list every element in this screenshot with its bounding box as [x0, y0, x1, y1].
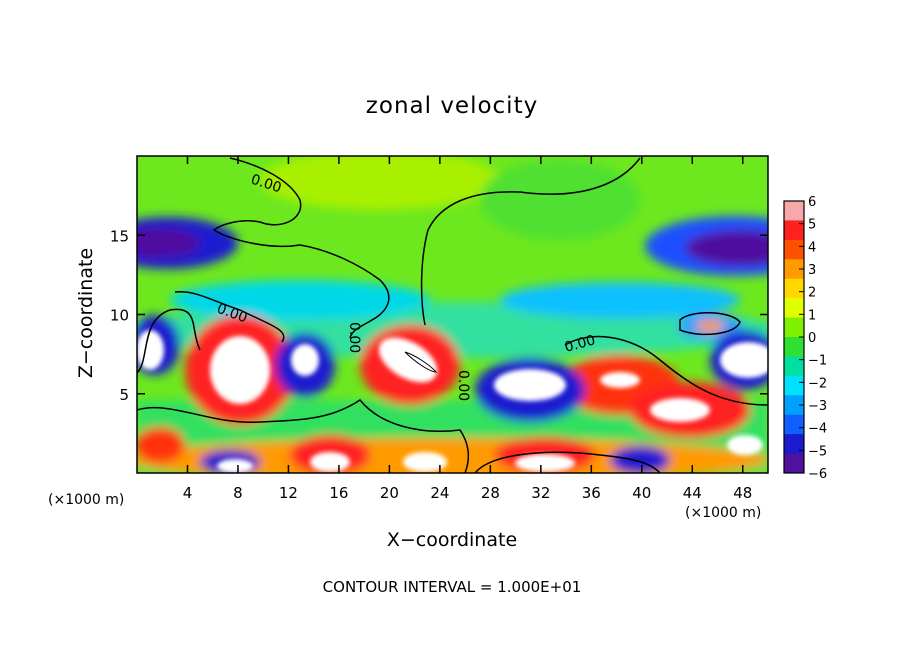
contour-label: 0.00 [346, 322, 362, 353]
chart-title: zonal velocity [366, 93, 538, 119]
zero-contours [137, 157, 768, 473]
x-tick-label: 16 [329, 484, 348, 502]
x-tick-label: 36 [582, 484, 601, 502]
x-tick-label: 40 [632, 484, 651, 502]
contour-label: 0.00 [563, 332, 597, 356]
colorbar-segment [784, 356, 804, 377]
colorbar-tick-label: −6 [808, 467, 827, 482]
x-tick-label: 4 [183, 484, 193, 502]
colorbar-tick-label: 0 [808, 331, 816, 346]
colorbar-tick-label: 5 [808, 218, 816, 233]
x-unit-right: (×1000 m) [685, 505, 761, 521]
x-tick-label: 8 [233, 484, 243, 502]
colorbar-tick-label: 6 [808, 195, 816, 210]
y-tick-label: 10 [110, 307, 129, 325]
colorbar-tick-label: −1 [808, 354, 827, 369]
colorbar-tick-label: −4 [808, 422, 827, 437]
colorbar: 6 5 4 3 2 1 0 −1 −2 −3 −4 −5 −6 [783, 195, 827, 482]
colorbar-segment [784, 298, 804, 319]
colorbar-tick-label: −3 [808, 399, 827, 414]
x-tick-label: 12 [279, 484, 298, 502]
colorbar-tick-label: −2 [808, 376, 827, 391]
y-tick-label: 5 [119, 386, 129, 404]
colorbar-segment [784, 317, 804, 338]
x-tick-label: 20 [380, 484, 399, 502]
y-axis-ticks: 5 10 15 [110, 227, 768, 404]
colorbar-segment [784, 434, 804, 455]
colorbar-segment [784, 414, 804, 435]
heatmap-field [137, 156, 768, 473]
colorbar-segment [784, 239, 804, 260]
contour-interval-note: CONTOUR INTERVAL = 1.000E+01 [323, 578, 582, 596]
x-tick-label: 28 [481, 484, 500, 502]
colorbar-segment [784, 337, 804, 357]
x-tick-label: 32 [531, 484, 550, 502]
colorbar-tick-label: 2 [808, 286, 816, 301]
x-axis-label: X−coordinate [387, 529, 517, 551]
x-tick-label: 24 [430, 484, 449, 502]
x-tick-label: 48 [733, 484, 752, 502]
colorbar-segment [784, 220, 804, 241]
y-tick-label: 15 [110, 227, 129, 245]
colorbar-tick-label: 4 [808, 240, 816, 255]
colorbar-tick-label: 1 [808, 308, 816, 323]
y-axis-label: Z−coordinate [75, 248, 97, 378]
colorbar-segment [784, 201, 804, 221]
colorbar-segment [784, 375, 804, 396]
x-axis-ticks: 4 8 12 16 20 24 28 32 36 40 44 48 [183, 156, 752, 502]
colorbar-segment [784, 453, 804, 474]
contour-label: 0.00 [455, 370, 471, 401]
colorbar-tick-label: 3 [808, 263, 816, 278]
colorbar-segment [784, 395, 804, 416]
colorbar-tick-label: −5 [808, 444, 827, 459]
x-unit-left: (×1000 m) [48, 492, 124, 508]
colorbar-segment [784, 278, 804, 299]
colorbar-segment [784, 259, 804, 280]
x-tick-label: 44 [683, 484, 702, 502]
